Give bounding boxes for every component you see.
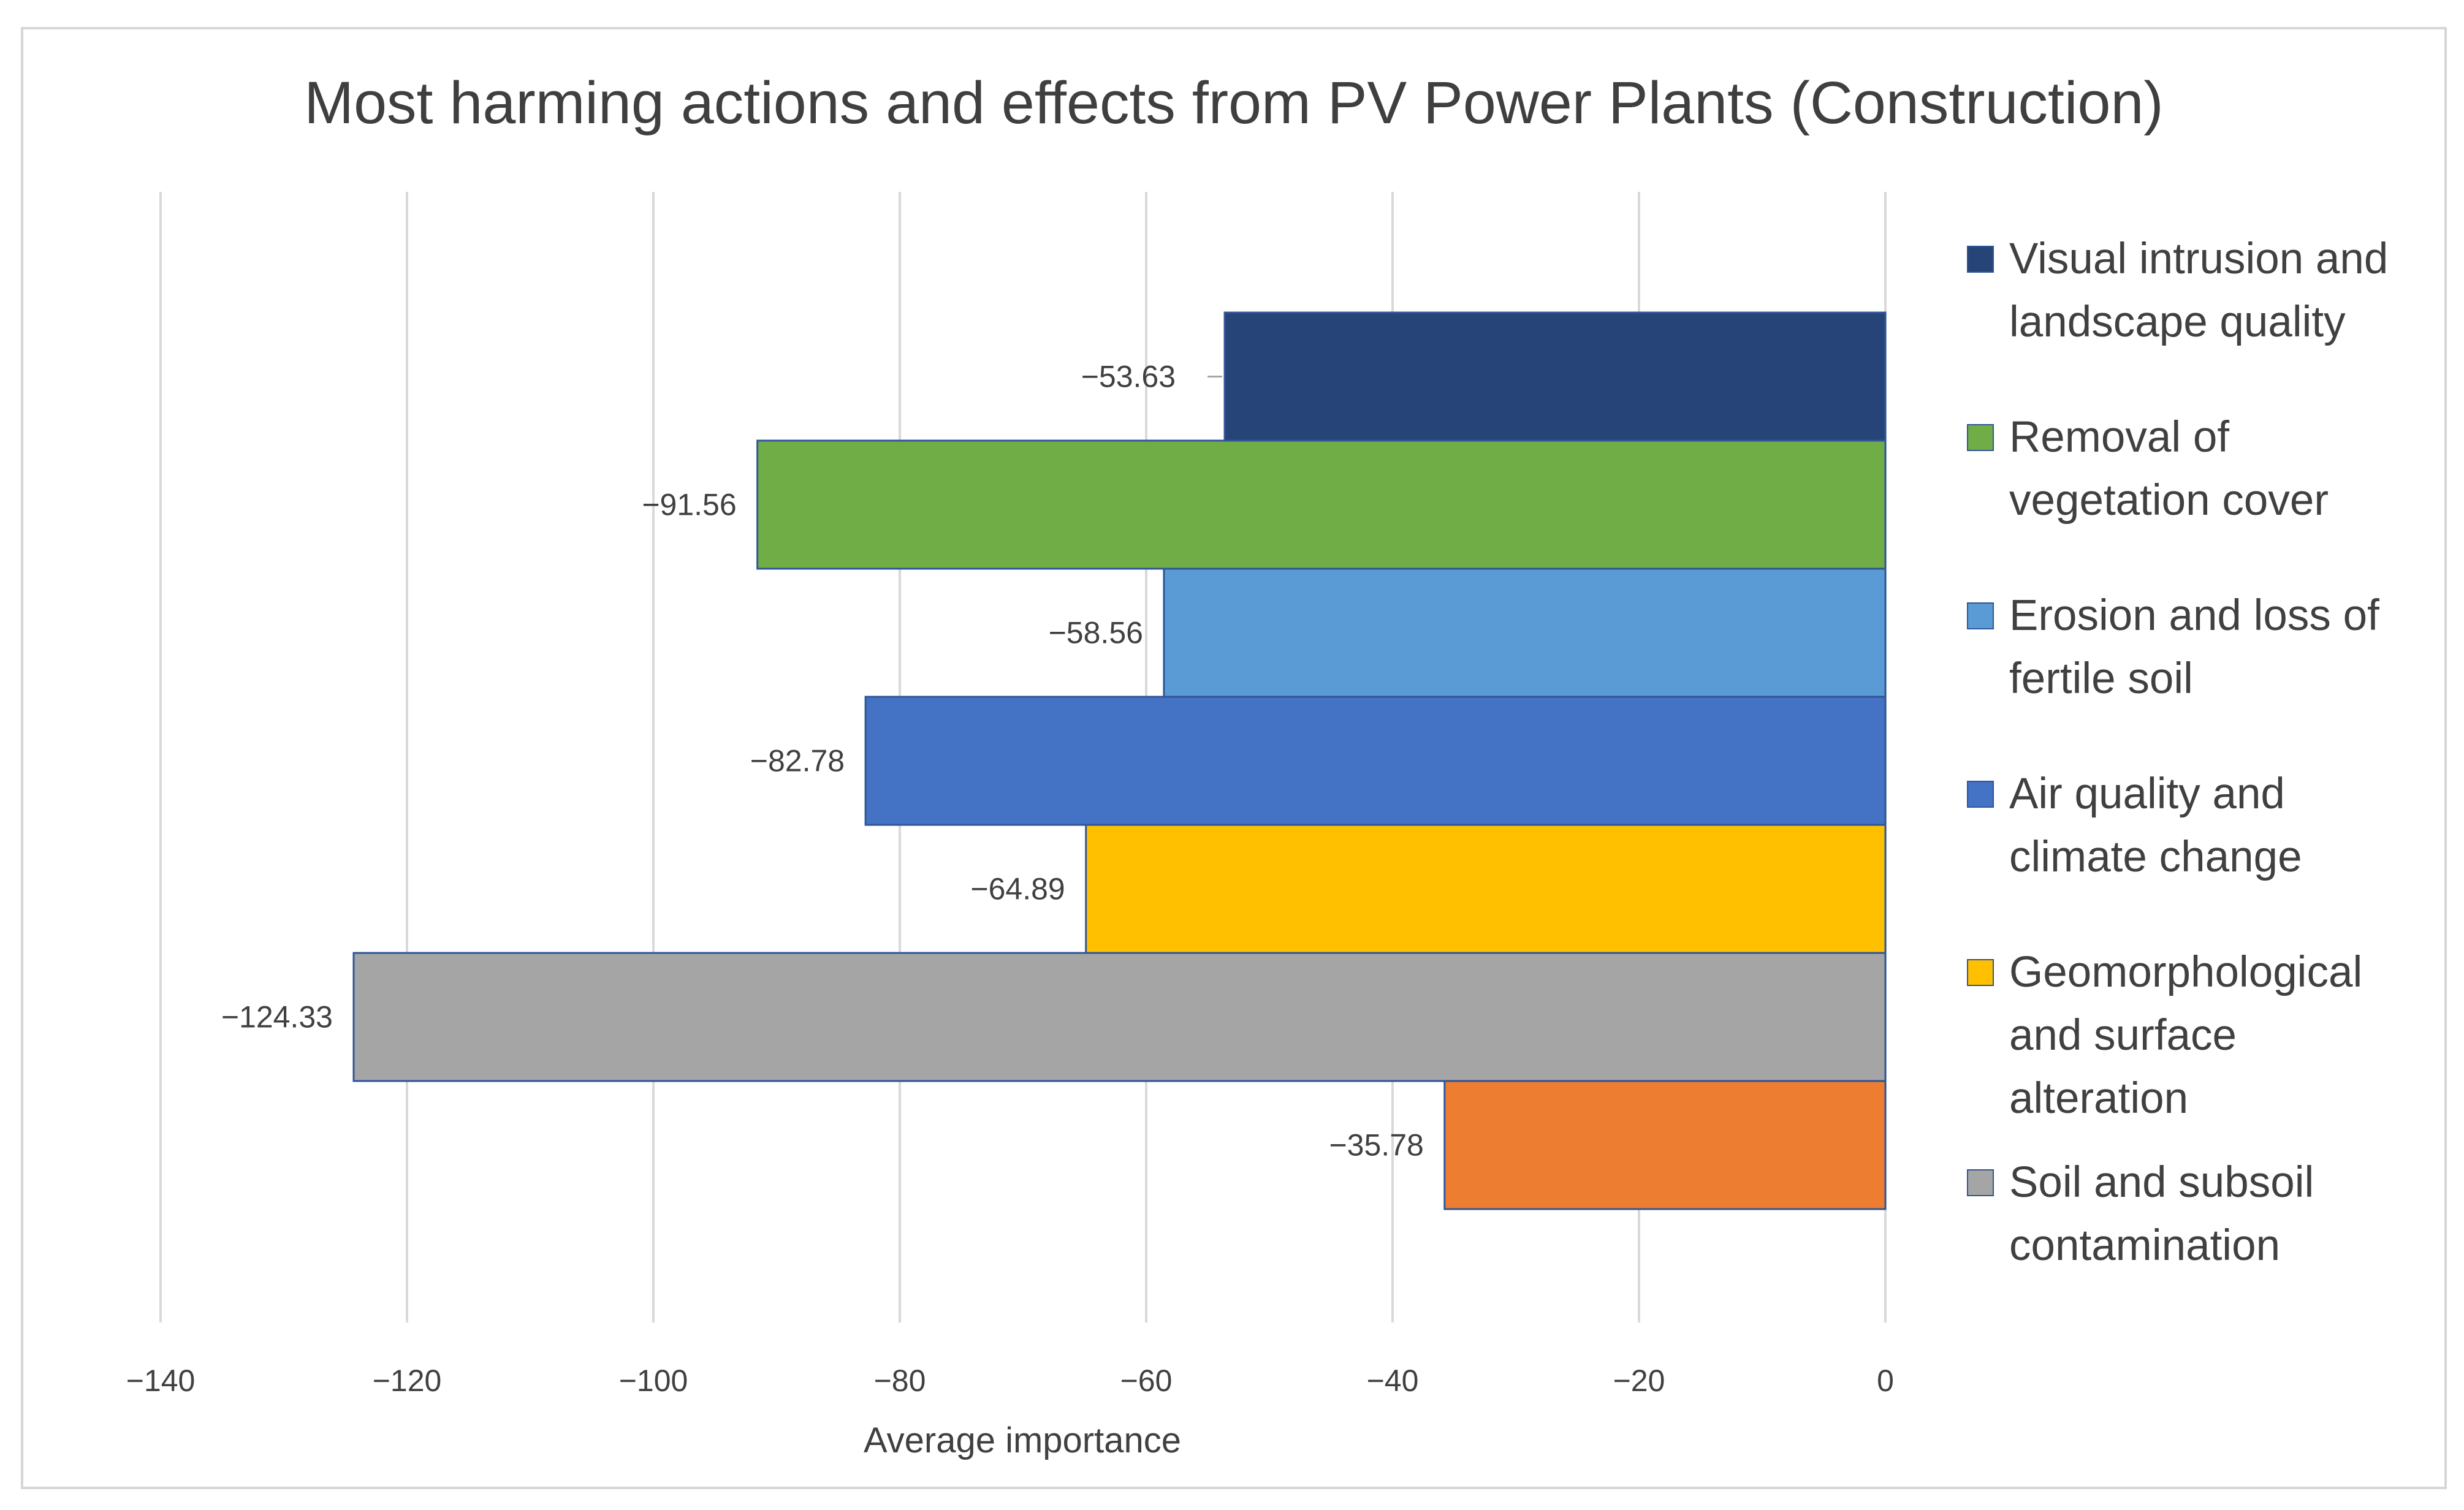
bar [352, 952, 1887, 1082]
legend-text-line: Air quality and [2009, 770, 2285, 818]
chart-title: Most harming actions and effects from PV… [304, 69, 2163, 136]
legend-text-line: alteration [2009, 1074, 2188, 1123]
legend-text-line: Geomorphological [2009, 948, 2362, 996]
x-tick-label: −120 [373, 1364, 442, 1398]
x-tick-label: −40 [1367, 1364, 1419, 1398]
data-label: −35.78 [1329, 1128, 1423, 1163]
x-tick-label: −140 [126, 1364, 196, 1398]
legend-text-line: Removal of [2009, 413, 2229, 461]
legend-entry: Air quality and climate change [2009, 770, 2302, 881]
legend-entry: Visual intrusion and landscape quality [2009, 235, 2388, 346]
legend-text-line: contamination [2009, 1221, 2280, 1270]
legend-text-line: Soil and subsoil [2009, 1158, 2314, 1207]
data-label: −124.33 [221, 1000, 333, 1034]
legend-swatch [1967, 1169, 1994, 1196]
chart-frame: Most harming actions and effects from PV… [21, 27, 2447, 1489]
legend-swatch [1967, 781, 1994, 808]
bar [756, 439, 1887, 570]
legend-swatch [1967, 246, 1994, 273]
legend-swatch [1967, 424, 1994, 451]
data-label: −64.89 [970, 872, 1065, 906]
legend-text-line: climate change [2009, 833, 2302, 881]
bar-chart: Most harming actions and effects from PV… [126, 69, 2389, 1460]
legend-text-line: landscape quality [2009, 298, 2346, 346]
data-labels: −53.63 −91.56 −58.56 −82.78 −64.89 −124.33 −35… [221, 360, 1424, 1163]
legend-text-line: Erosion and loss of [2009, 591, 2379, 640]
legend-entry: Removal of vegetation cover [2009, 413, 2329, 525]
bar [1163, 567, 1887, 698]
legend: Visual intrusion and landscape quality Rem… [1967, 235, 2388, 1270]
legend-text-line: Visual intrusion and [2009, 235, 2388, 283]
data-label: −82.78 [750, 744, 845, 778]
legend-entry: Soil and subsoil contamination [2009, 1158, 2314, 1270]
data-label: −53.63 [1081, 360, 1176, 394]
bars [352, 311, 1887, 1210]
data-label: −58.56 [1049, 616, 1143, 650]
x-axis-ticks: −140 −120 −100 −80 −60 −40 −20 0 [126, 1364, 1894, 1398]
legend-entry: Erosion and loss of fertile soil [2009, 591, 2379, 703]
bar [1443, 1080, 1887, 1210]
legend-swatch [1967, 602, 1994, 629]
x-tick-label: 0 [1877, 1364, 1894, 1398]
x-tick-label: −100 [619, 1364, 688, 1398]
x-tick-label: −20 [1613, 1364, 1665, 1398]
bar [1223, 311, 1887, 442]
x-tick-label: −80 [874, 1364, 926, 1398]
legend-text-line: vegetation cover [2009, 476, 2329, 525]
x-tick-label: −60 [1120, 1364, 1173, 1398]
bar [864, 696, 1887, 826]
legend-entry: Geomorphological and surface alteration [2009, 948, 2362, 1123]
legend-text-line: and surface [2009, 1011, 2237, 1060]
x-axis-title: Average importance [864, 1421, 1181, 1460]
legend-swatch [1967, 959, 1994, 986]
bar [1085, 824, 1887, 954]
legend-text-line: fertile soil [2009, 654, 2193, 703]
data-label: −91.56 [642, 488, 736, 522]
